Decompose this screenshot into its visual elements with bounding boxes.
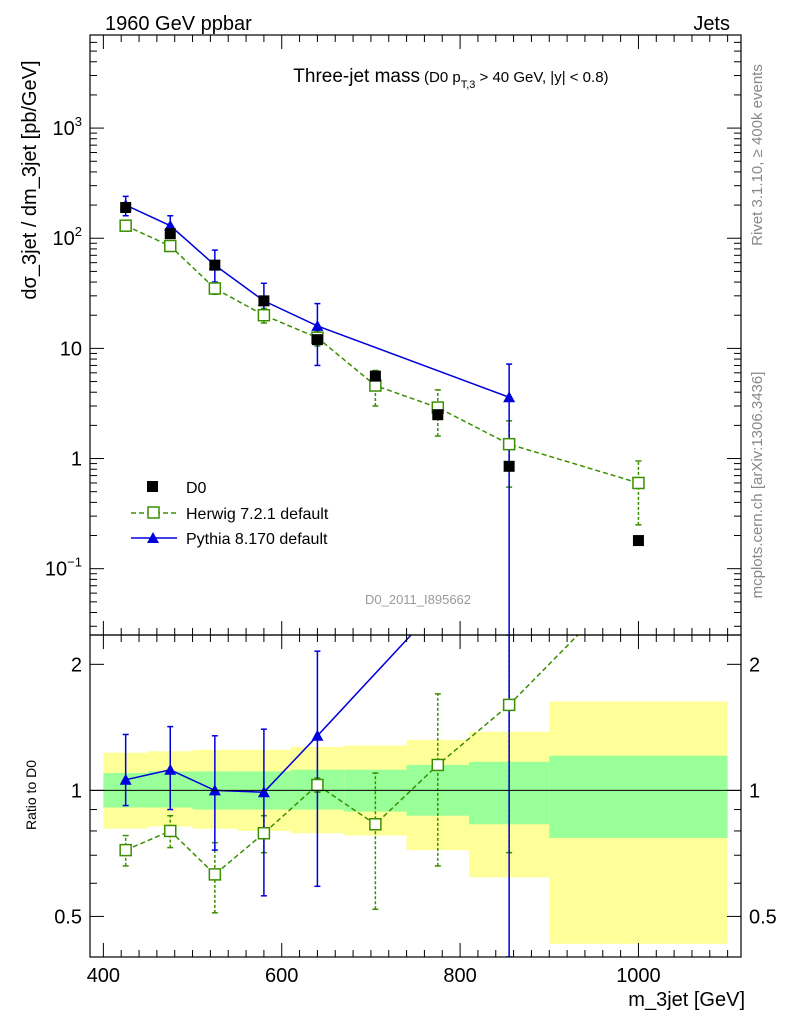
pythia-point xyxy=(503,391,516,403)
main-plot-area xyxy=(119,195,645,635)
ratio-herwig-point xyxy=(257,826,271,840)
ratio-pythia-point xyxy=(257,786,270,798)
ratio-plot-area xyxy=(119,635,579,957)
herwig-point xyxy=(208,282,222,295)
ratio-tick-label-left: 1 xyxy=(71,780,82,802)
ratio-frame xyxy=(89,634,742,958)
x-tick-label: 1000 xyxy=(616,965,661,987)
legend-label-pythia: Pythia 8.170 default xyxy=(186,531,328,548)
y-tick-label: 10−1 xyxy=(45,555,82,581)
y-tick-label: 1 xyxy=(71,449,82,471)
herwig-point xyxy=(257,308,271,322)
pythia-point xyxy=(164,219,177,231)
data-point xyxy=(209,259,221,271)
legend-marker-data xyxy=(147,481,158,492)
x-tick-label: 400 xyxy=(87,965,120,987)
header-left: 1960 GeV ppbar xyxy=(105,13,252,35)
pythia-point xyxy=(311,319,324,331)
pythia-line xyxy=(125,204,510,398)
herwig-point xyxy=(369,379,382,392)
ratio-herwig-point xyxy=(369,818,382,831)
ratio-axis-label: Ratio to D0 xyxy=(23,760,39,830)
y-tick-label: 102 xyxy=(53,224,82,250)
ratio-pythia-point xyxy=(311,729,324,741)
data-point xyxy=(503,460,515,472)
ratio-tick-label-left: 2 xyxy=(71,654,82,676)
chart-subtitle-prefix: (D0 p xyxy=(424,69,461,86)
side-label-rivet: Rivet 3.1.10, ≥ 400k events xyxy=(749,64,766,246)
ratio-herwig-point xyxy=(208,868,222,881)
ratio-pythia-line xyxy=(125,635,413,793)
ratio-tick-label-right: 0.5 xyxy=(749,906,777,928)
legend-label-data: D0 xyxy=(186,480,207,497)
axes: 400 600 800 1000 10−1 1 10 102 103 0.5 0.5 1 1 2 2 xyxy=(45,34,777,987)
side-label-mcplots: mcplots.cern.ch [arXiv:1306.3436] xyxy=(749,372,766,599)
chart-subtitle-suffix: > 40 GeV, |y| < 0.8) xyxy=(475,69,608,86)
data-point xyxy=(120,202,132,214)
ratio-tick-label-right: 1 xyxy=(749,780,760,802)
data-point xyxy=(164,228,176,240)
data-point xyxy=(632,535,644,547)
ratio-herwig-line xyxy=(125,635,579,876)
legend-marker-herwig xyxy=(147,506,160,519)
chart-subtitle: (D0 pT,3 > 40 GeV, |y| < 0.8) xyxy=(424,69,609,91)
chart-title: Three-jet mass xyxy=(293,66,420,87)
data-point xyxy=(258,295,270,307)
ratio-tick-label-left: 0.5 xyxy=(54,906,82,928)
data-point xyxy=(311,334,323,346)
y-axis-label: dσ_3jet / dm_3jet [pb/GeV] xyxy=(19,60,41,299)
ratio-pythia-point xyxy=(164,763,177,775)
legend-marker-pythia xyxy=(147,532,159,543)
legend: D0 Herwig 7.2.1 default Pythia 8.170 def… xyxy=(131,480,329,548)
x-tick-label: 800 xyxy=(443,965,476,987)
herwig-point xyxy=(632,476,645,490)
herwig-point xyxy=(502,437,516,451)
ratio-herwig-point xyxy=(164,824,177,838)
ratio-tick-label-right: 2 xyxy=(749,654,760,676)
chart-subtitle-sub: T,3 xyxy=(461,79,476,91)
x-tick-label: 600 xyxy=(265,965,298,987)
y-tick-label: 103 xyxy=(53,114,82,140)
header-right: Jets xyxy=(693,13,730,35)
ratio-herwig-point xyxy=(502,698,516,712)
ratio-band-inner-8 xyxy=(549,755,728,838)
legend-label-herwig: Herwig 7.2.1 default xyxy=(186,506,329,523)
x-axis-label: m_3jet [GeV] xyxy=(628,989,745,1011)
ratio-herwig-point xyxy=(431,758,445,772)
ratio-herwig-point xyxy=(119,843,132,857)
ratio-pythia-point xyxy=(119,773,132,785)
analysis-id: D0_2011_I895662 xyxy=(365,592,471,607)
data-point xyxy=(432,409,444,421)
herwig-point xyxy=(119,219,132,232)
ratio-bands xyxy=(103,701,728,944)
herwig-point xyxy=(164,239,177,253)
ratio-herwig-point xyxy=(311,778,324,792)
herwig-line xyxy=(125,225,639,484)
y-tick-label: 10 xyxy=(60,338,82,360)
data-point xyxy=(369,370,381,382)
